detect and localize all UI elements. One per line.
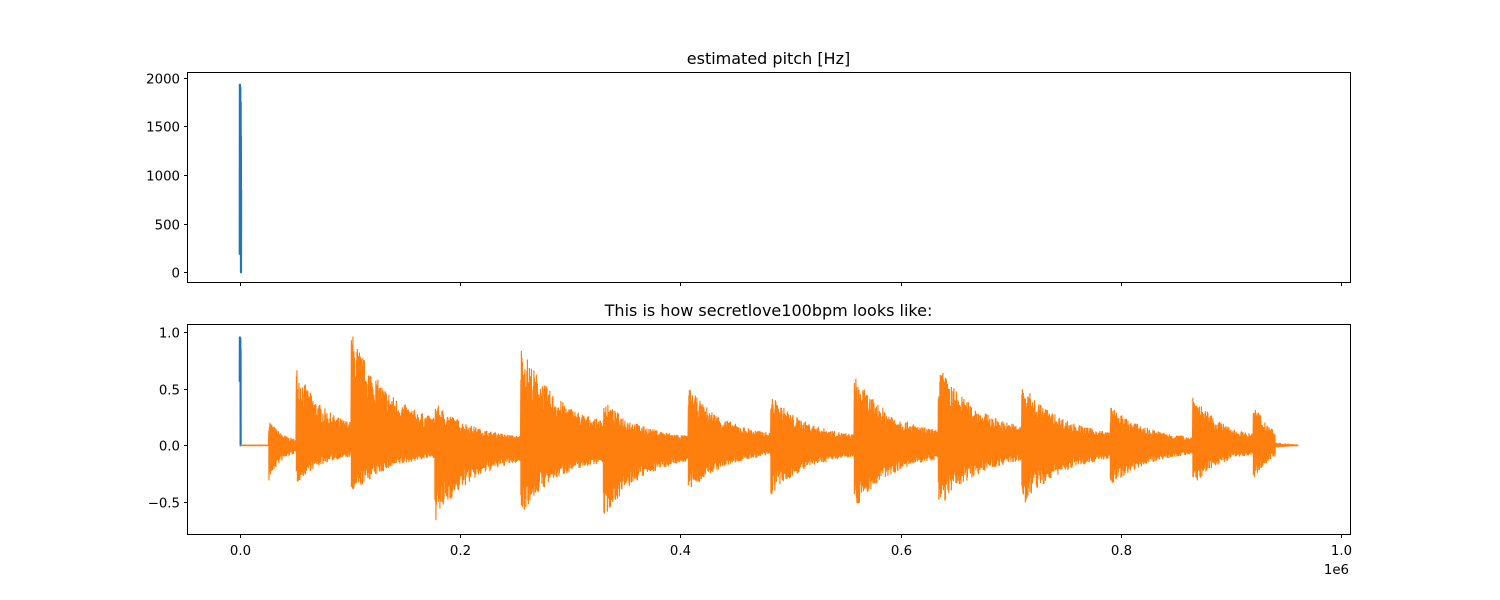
waveform-series-line (240, 336, 1299, 521)
x-tick-label: 0.0 (230, 544, 251, 559)
y-tick-label: 500 (155, 219, 180, 234)
x-offset-label: 1e6 (1324, 563, 1349, 578)
waveform-panel-x-axis: 0.0 0.2 0.4 0.6 0.8 1.0 (230, 534, 1352, 559)
waveform-panel-marks (238, 336, 1299, 521)
x-tick-label: 0.4 (670, 544, 691, 559)
pitch-panel-title: estimated pitch [Hz] (687, 49, 850, 68)
x-tick-label: 1.0 (1331, 544, 1352, 559)
y-tick-label: 0.0 (159, 440, 180, 455)
y-tick-label: 0 (172, 267, 180, 282)
waveform-panel-y-axis: −0.5 0.0 0.5 1.0 (148, 327, 188, 512)
y-tick-label: 1500 (146, 121, 180, 136)
pitch-panel-marks (238, 83, 243, 274)
y-tick-label: 1.0 (159, 327, 180, 342)
pitch-series-line (238, 83, 243, 274)
waveform-panel-title: This is how secretlove100bpm looks like: (604, 301, 933, 320)
pitch-panel: estimated pitch [Hz] 0 500 1000 1500 2000 (146, 49, 1351, 286)
x-tick-label: 0.2 (450, 544, 471, 559)
y-tick-label: 1000 (146, 170, 180, 185)
pitch-panel-y-axis: 0 500 1000 1500 2000 (146, 73, 188, 282)
y-tick-label: 0.5 (159, 384, 180, 399)
pitch-panel-frame (187, 72, 1351, 283)
y-tick-label: −0.5 (148, 497, 180, 512)
waveform-panel-frame (187, 324, 1351, 535)
y-tick-label: 2000 (146, 73, 180, 88)
x-tick-label: 0.6 (891, 544, 912, 559)
waveform-panel: This is how secretlove100bpm looks like:… (148, 301, 1352, 578)
audio-leading-series-line (238, 336, 242, 447)
x-tick-label: 0.8 (1111, 544, 1132, 559)
